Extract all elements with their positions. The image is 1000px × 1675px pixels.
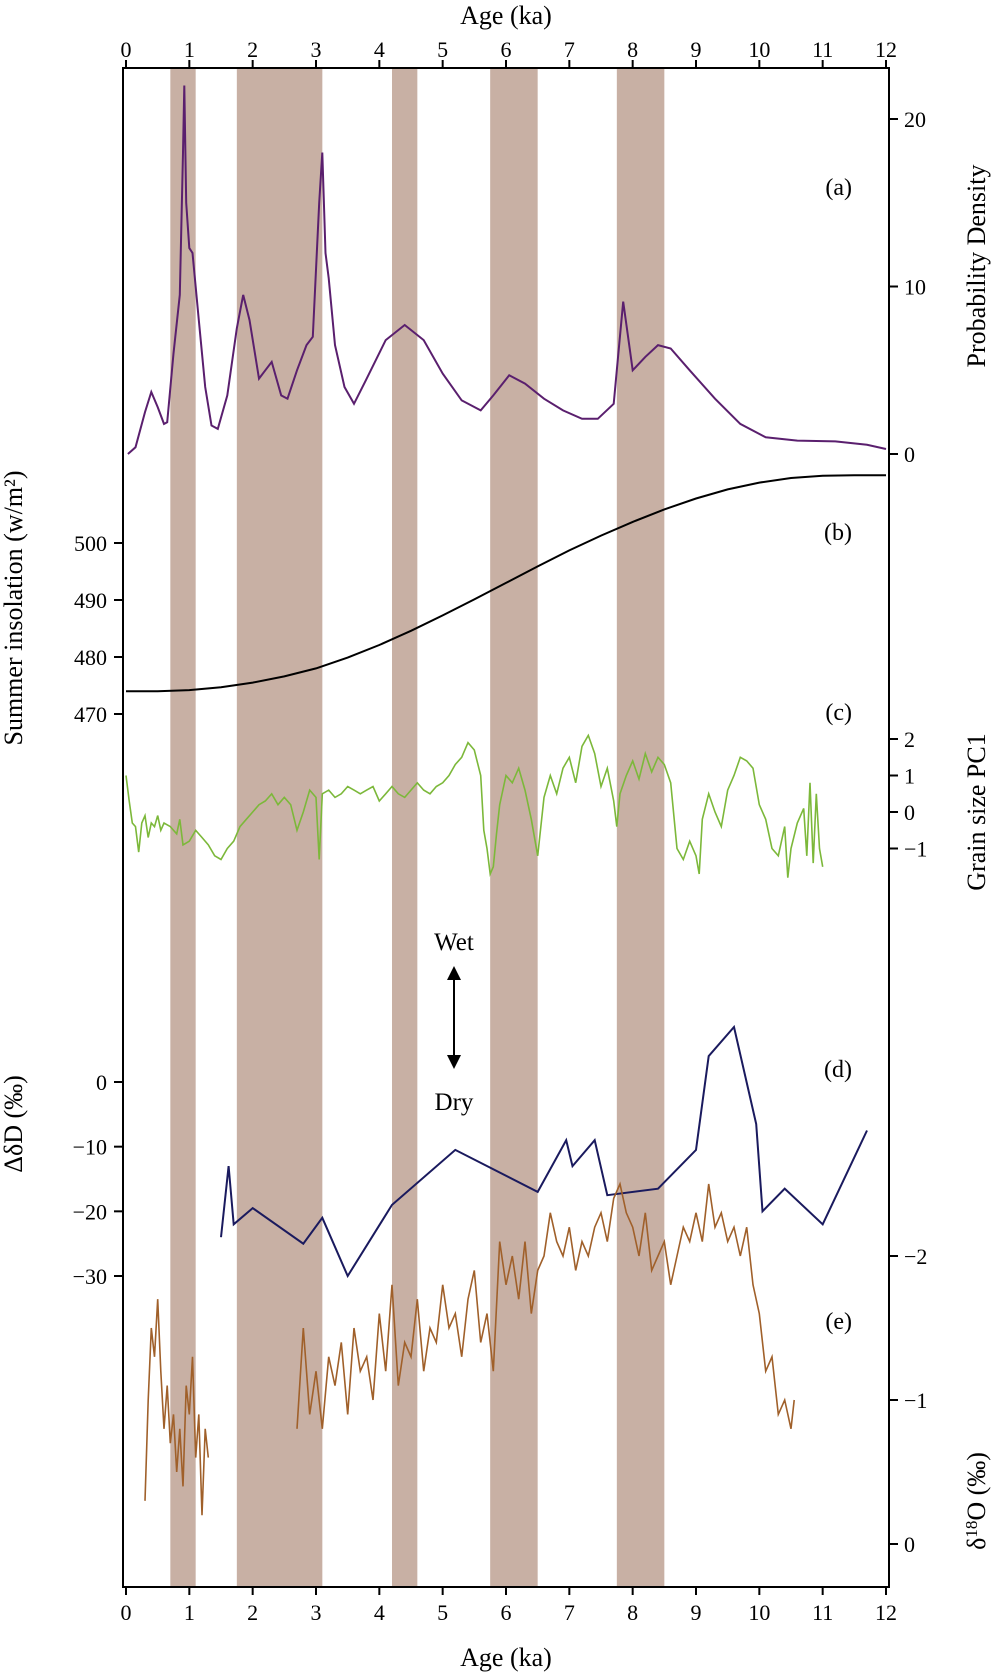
x-tick-label-bottom: 5: [437, 1600, 448, 1625]
y-tick-label: −1: [904, 1388, 927, 1413]
wet-dry-annotation: Wet Dry: [434, 929, 474, 1116]
series-line-panel-d: [220, 1024, 868, 1279]
x-axis-title-top: Age (ka): [460, 1, 552, 30]
x-tick-label-bottom: 8: [627, 1600, 638, 1625]
y-tick-label: −10: [73, 1135, 107, 1160]
y-tick-label: 490: [74, 588, 107, 613]
x-tick-label-top: 0: [121, 37, 132, 62]
x-tick-label-bottom: 4: [374, 1600, 385, 1625]
panel-label-d: (d): [824, 1057, 852, 1083]
y-tick-label: 470: [74, 702, 107, 727]
shaded-interval-2: [236, 68, 323, 1587]
x-tick-label-bottom: 1: [184, 1600, 195, 1625]
x-tick-label-top: 10: [748, 37, 770, 62]
y-tick-label: 0: [96, 1070, 107, 1095]
y-tick-label: −30: [73, 1264, 107, 1289]
shaded-interval-5: [616, 68, 665, 1587]
panel-label-c: (c): [825, 700, 852, 726]
series-line-panel-a: [127, 85, 887, 455]
shaded-interval-4: [490, 68, 538, 1587]
y-axis-title-probability-density: Probability Density: [962, 165, 991, 368]
x-tick-label-bottom: 6: [501, 1600, 512, 1625]
y-axis-title-grain-size: Grain size PC1: [962, 733, 991, 890]
x-tick-label-top: 11: [812, 37, 833, 62]
x-tick-label-bottom: 3: [311, 1600, 322, 1625]
x-tick-label-bottom: 11: [812, 1600, 833, 1625]
y-tick-label: 0: [904, 800, 915, 825]
x-tick-label-top: 8: [627, 37, 638, 62]
data-series: [125, 85, 887, 1516]
y-tick-label: 0: [904, 1532, 915, 1557]
x-tick-label-top: 5: [437, 37, 448, 62]
y-tick-label: −1: [904, 837, 927, 862]
x-tick-label-bottom: 2: [247, 1600, 258, 1625]
series-line-panel-e-seg1: [144, 1299, 210, 1516]
y-tick-label: 10: [904, 275, 926, 300]
y-tick-label: 2: [904, 727, 915, 752]
panel-label-a: (a): [825, 175, 852, 201]
x-tick-label-top: 4: [374, 37, 385, 62]
x-tick-label-bottom: 0: [121, 1600, 132, 1625]
panel-label-e: (e): [825, 1309, 852, 1335]
y-axis-title-summer-insolation: Summer insolation (w/m²): [0, 471, 28, 746]
y-tick-label: 480: [74, 645, 107, 670]
panel-label-b: (b): [824, 520, 852, 546]
x-tick-label-bottom: 9: [691, 1600, 702, 1625]
y-axis-title-d18o: δ18O (‰): [962, 1452, 991, 1550]
series-line-panel-c: [125, 733, 824, 878]
y-tick-label: −20: [73, 1199, 107, 1224]
x-tick-label-top: 7: [564, 37, 575, 62]
y-tick-label: 500: [74, 531, 107, 556]
shaded-intervals: [170, 68, 665, 1587]
x-tick-label-bottom: 12: [875, 1600, 897, 1625]
arrow-head-up: [447, 966, 461, 980]
y-tick-label: −2: [904, 1244, 927, 1269]
dry-label: Dry: [435, 1089, 474, 1116]
arrow-head-down: [447, 1055, 461, 1069]
x-tick-label-top: 6: [501, 37, 512, 62]
y-tick-label: 0: [904, 442, 915, 467]
x-tick-label-top: 9: [691, 37, 702, 62]
y-axis-title-delta-dd: ΔδD (‰): [0, 1075, 28, 1173]
panel-labels: (a) (b) (c) (d) (e): [824, 175, 852, 1335]
series-line-panel-b: [126, 474, 886, 693]
x-tick-label-top: 1: [184, 37, 195, 62]
x-axis-title-bottom: Age (ka): [460, 1643, 552, 1672]
x-tick-label-top: 3: [311, 37, 322, 62]
series-line-panel-e-seg2: [296, 1181, 795, 1429]
x-tick-label-top: 12: [875, 37, 897, 62]
y-tick-label: 20: [904, 107, 926, 132]
wet-label: Wet: [434, 929, 474, 956]
y-tick-label: 1: [904, 764, 915, 789]
shaded-interval-1: [170, 68, 196, 1587]
x-tick-label-top: 2: [247, 37, 258, 62]
shaded-interval-3: [392, 68, 418, 1587]
x-tick-label-bottom: 10: [748, 1600, 770, 1625]
x-tick-label-bottom: 7: [564, 1600, 575, 1625]
